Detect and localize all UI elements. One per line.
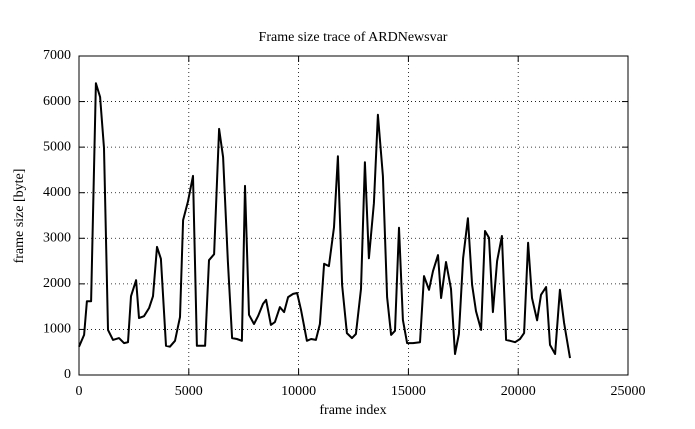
x-tick-label: 20000	[501, 384, 536, 399]
plot-frame	[78, 55, 629, 376]
y-tick-label: 5000	[43, 139, 71, 154]
data-line	[78, 82, 571, 359]
x-tick-label: 5000	[175, 384, 203, 399]
y-tick-label: 3000	[43, 231, 71, 246]
y-tick-label: 0	[64, 367, 71, 382]
x-tick-label: 10000	[281, 384, 316, 399]
y-tick-label: 1000	[43, 322, 71, 337]
chart-title: Frame size trace of ARDNewsvar	[259, 30, 448, 45]
x-tick-label: 15000	[391, 384, 426, 399]
x-tick-label: 25000	[611, 384, 646, 399]
y-tick-label: 2000	[43, 276, 71, 291]
y-axis-label: frame size [byte]	[12, 169, 27, 264]
x-axis-label: frame index	[319, 403, 386, 418]
y-tick-label: 4000	[43, 185, 71, 200]
x-tick-label: 0	[76, 384, 83, 399]
y-tick-label: 6000	[43, 94, 71, 109]
y-tick-label: 7000	[43, 48, 71, 63]
